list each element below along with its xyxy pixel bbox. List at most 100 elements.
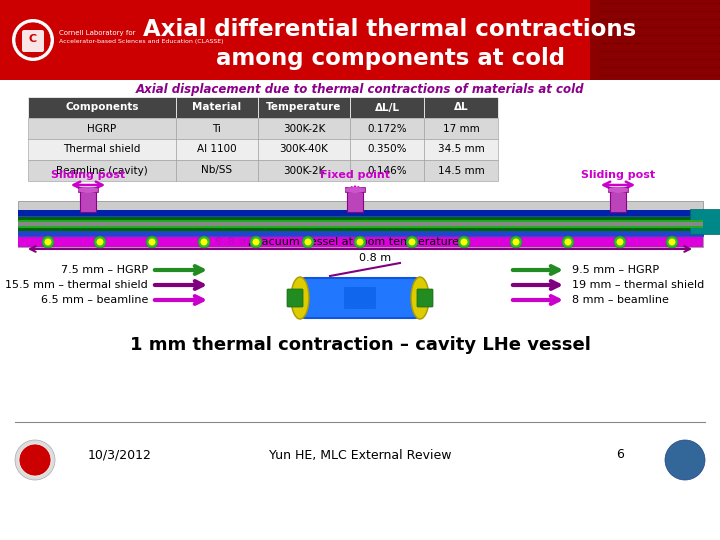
Text: ΔL: ΔL — [454, 103, 468, 112]
Bar — [28, 160, 176, 181]
Circle shape — [12, 19, 54, 61]
Circle shape — [96, 239, 104, 246]
Text: 0.350%: 0.350% — [367, 145, 407, 154]
Text: Fixed point: Fixed point — [320, 170, 390, 180]
Circle shape — [461, 239, 467, 246]
Ellipse shape — [78, 187, 98, 193]
Circle shape — [510, 236, 522, 248]
Text: Beamline (cavity): Beamline (cavity) — [56, 165, 148, 176]
FancyBboxPatch shape — [302, 278, 418, 318]
Circle shape — [200, 239, 207, 246]
Circle shape — [616, 239, 624, 246]
Bar — [590, 0, 720, 80]
Text: 6: 6 — [616, 449, 624, 462]
Bar — [350, 139, 424, 160]
Text: Cornell Laboratory for: Cornell Laboratory for — [59, 30, 135, 36]
Text: ΔL/L: ΔL/L — [374, 103, 400, 112]
Text: Sliding post: Sliding post — [51, 170, 125, 180]
Text: Sliding post: Sliding post — [581, 170, 655, 180]
Circle shape — [408, 239, 415, 246]
Circle shape — [666, 236, 678, 248]
Bar — [258, 160, 350, 181]
Circle shape — [614, 236, 626, 248]
Bar — [424, 97, 498, 118]
Text: Components: Components — [66, 103, 139, 112]
Circle shape — [458, 236, 470, 248]
Circle shape — [19, 444, 51, 476]
Text: Yun HE, MLC External Review: Yun HE, MLC External Review — [269, 449, 451, 462]
Ellipse shape — [411, 277, 429, 319]
Text: 15.5 mm – thermal shield: 15.5 mm – thermal shield — [5, 280, 148, 290]
Bar — [424, 118, 498, 139]
Bar — [350, 97, 424, 118]
Bar — [176, 97, 258, 118]
Bar — [176, 160, 258, 181]
Bar — [28, 139, 176, 160]
Ellipse shape — [345, 187, 365, 193]
FancyBboxPatch shape — [344, 287, 376, 309]
Text: Ti: Ti — [212, 124, 222, 133]
Circle shape — [356, 239, 364, 246]
Bar — [18, 212, 703, 236]
Text: 0.146%: 0.146% — [367, 165, 407, 176]
Text: 300K-40K: 300K-40K — [279, 145, 328, 154]
Text: 1 mm thermal contraction – cavity LHe vessel: 1 mm thermal contraction – cavity LHe ve… — [130, 336, 590, 354]
Text: 17 mm: 17 mm — [443, 124, 480, 133]
Circle shape — [564, 239, 572, 246]
Circle shape — [513, 239, 520, 246]
Text: 300K-2K: 300K-2K — [283, 124, 325, 133]
Bar — [258, 139, 350, 160]
Bar — [424, 160, 498, 181]
Bar — [424, 139, 498, 160]
Bar — [0, 0, 720, 80]
Bar — [258, 118, 350, 139]
Text: 0.172%: 0.172% — [367, 124, 407, 133]
Bar — [176, 118, 258, 139]
Bar — [690, 209, 720, 234]
Bar — [18, 217, 703, 231]
Circle shape — [668, 239, 675, 246]
Bar — [28, 97, 176, 118]
Circle shape — [250, 236, 262, 248]
Text: C: C — [29, 34, 37, 44]
Circle shape — [354, 236, 366, 248]
Text: Temperature: Temperature — [266, 103, 342, 112]
Text: 34.5 mm: 34.5 mm — [438, 145, 485, 154]
Text: Thermal shield: Thermal shield — [63, 145, 140, 154]
Bar — [28, 118, 176, 139]
Bar — [347, 190, 363, 212]
Bar — [18, 201, 703, 247]
Circle shape — [15, 440, 55, 480]
Text: Nb/SS: Nb/SS — [202, 165, 233, 176]
Text: among components at cold: among components at cold — [215, 48, 564, 71]
Circle shape — [45, 239, 52, 246]
Circle shape — [406, 236, 418, 248]
Ellipse shape — [608, 187, 628, 193]
Text: 0.8 m: 0.8 m — [359, 253, 391, 263]
Bar — [80, 190, 96, 212]
Text: 10/3/2012: 10/3/2012 — [88, 449, 152, 462]
Circle shape — [302, 236, 314, 248]
Circle shape — [148, 239, 156, 246]
Circle shape — [94, 236, 106, 248]
Circle shape — [198, 236, 210, 248]
Circle shape — [305, 239, 312, 246]
Text: 14.5 mm: 14.5 mm — [438, 165, 485, 176]
Bar — [176, 139, 258, 160]
Circle shape — [253, 239, 259, 246]
Bar — [350, 118, 424, 139]
Ellipse shape — [291, 277, 309, 319]
FancyBboxPatch shape — [22, 30, 44, 52]
FancyBboxPatch shape — [417, 289, 433, 307]
Circle shape — [15, 22, 51, 58]
Bar — [258, 97, 350, 118]
Bar — [350, 160, 424, 181]
Text: Axial differential thermal contractions: Axial differential thermal contractions — [143, 17, 636, 40]
FancyBboxPatch shape — [287, 289, 303, 307]
Circle shape — [146, 236, 158, 248]
Bar — [345, 187, 365, 192]
Circle shape — [562, 236, 574, 248]
Bar — [18, 222, 703, 226]
Text: 300K-2K: 300K-2K — [283, 165, 325, 176]
Bar — [608, 187, 628, 192]
